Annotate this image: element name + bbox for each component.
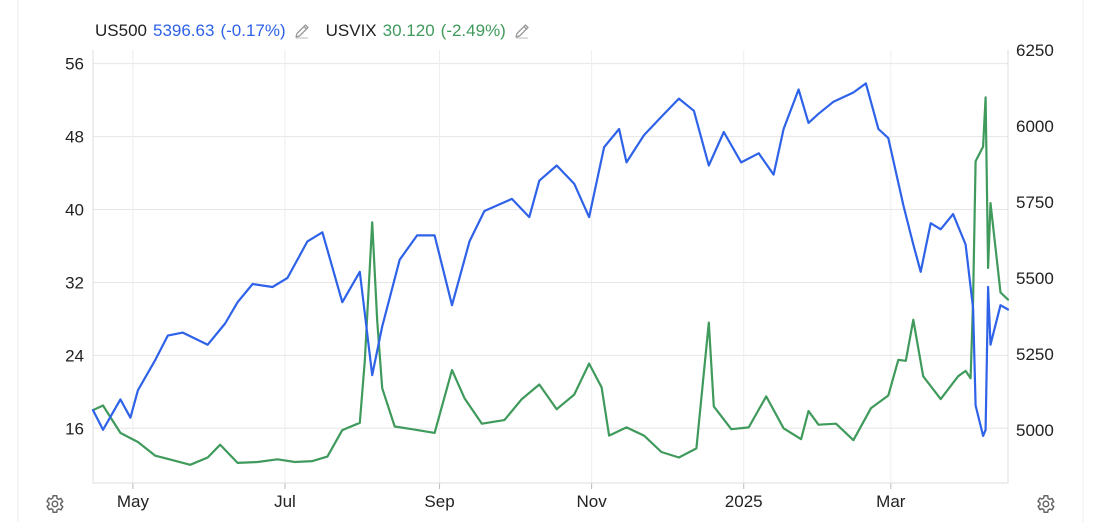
pencil-icon[interactable] (292, 21, 312, 41)
left-axis-tick-label: 56 (65, 55, 84, 74)
left-axis-tick-label: 32 (65, 273, 84, 292)
gear-icon[interactable] (1034, 493, 1056, 515)
right-axis-tick-label: 5750 (1016, 193, 1054, 212)
left-axis-tick-label: 16 (65, 419, 84, 438)
x-axis-tick-label: May (117, 492, 150, 511)
right-axis-tick-label: 6250 (1016, 41, 1054, 60)
legend-value: 30.120 (382, 21, 435, 40)
legend-symbol: USVIX (325, 21, 377, 40)
legend-change: (-0.17%) (220, 21, 286, 40)
legend-symbol: US500 (95, 21, 147, 40)
x-axis-tick-label: Jul (274, 492, 296, 511)
left-axis-tick-label: 40 (65, 201, 84, 220)
gear-icon[interactable] (43, 493, 65, 515)
x-axis-tick-label: Mar (876, 492, 906, 511)
x-axis-tick-label: 2025 (725, 492, 763, 511)
legend-change: (-2.49%) (440, 21, 506, 40)
legend-value: 5396.63 (152, 21, 215, 40)
left-axis-tick-label: 24 (65, 346, 84, 365)
x-axis-tick-label: Nov (577, 492, 608, 511)
pencil-icon[interactable] (512, 21, 532, 41)
right-axis-tick-label: 5000 (1016, 421, 1054, 440)
right-axis-tick-label: 5250 (1016, 345, 1054, 364)
series-line-us500 (91, 82, 1010, 437)
left-axis-tick-label: 48 (65, 128, 84, 147)
x-axis-tick-label: Sep (424, 492, 454, 511)
chart-legend: US500 5396.63 (-0.17%) USVIX 30.120 (-2.49%) (95, 19, 546, 43)
right-axis-tick-label: 6000 (1016, 117, 1054, 136)
series-line-usvix (91, 96, 1010, 466)
right-axis-tick-label: 5500 (1016, 269, 1054, 288)
